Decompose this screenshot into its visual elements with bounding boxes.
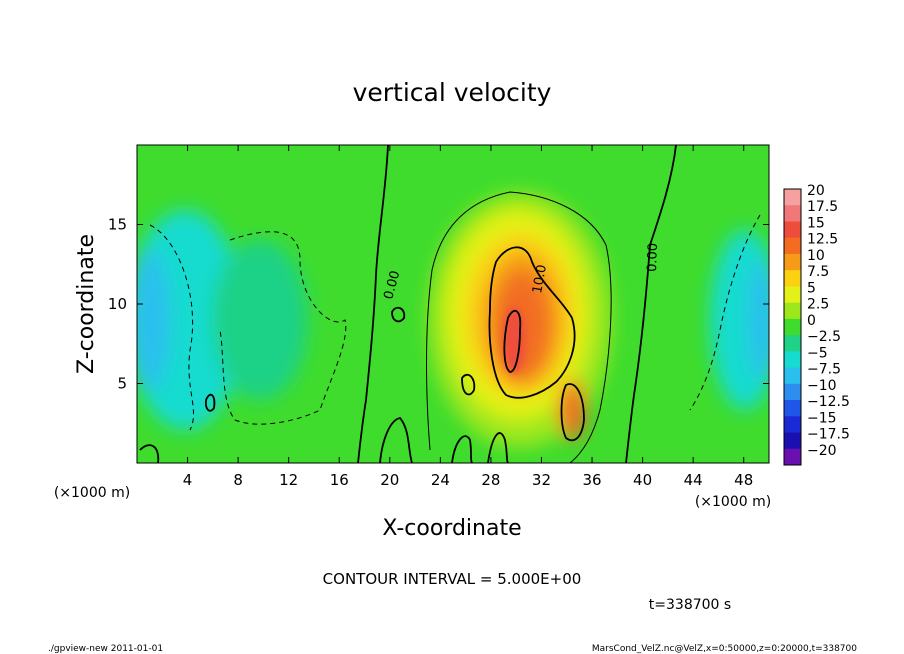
contour-zero-blob-a (391, 306, 406, 323)
contour-ten-lobe (560, 383, 585, 442)
colorbar-label: −2.5 (807, 329, 841, 345)
colorbar-label: −5 (807, 345, 828, 361)
colorbar-label: −17.5 (807, 427, 850, 443)
chart-title: vertical velocity (353, 78, 552, 107)
colorbar-label: −12.5 (807, 394, 850, 410)
x-tick-label: 8 (233, 471, 243, 489)
y-unit-label: (×1000 m) (54, 485, 130, 501)
colorbar-label: 17.5 (807, 199, 838, 215)
x-tick-label: 20 (380, 471, 399, 489)
contour-label-zero-right: 0.00 (645, 243, 661, 272)
contour-zero-bottom (139, 417, 509, 463)
time-label: t=338700 s (649, 597, 731, 613)
contour-zero-blob-b (204, 393, 216, 412)
colorbar-swatch (784, 270, 801, 287)
updraft-lower-lobe (558, 380, 586, 440)
contour-ten (488, 246, 576, 399)
contour-neg-right (689, 214, 761, 411)
x-tick-label: 48 (734, 471, 753, 489)
x-tick-label: 16 (330, 471, 349, 489)
x-axis-ticks: 4 8 12 16 20 24 28 32 36 40 44 48 (183, 145, 753, 489)
x-tick-label: 4 (183, 471, 193, 489)
x-tick-label: 24 (431, 471, 450, 489)
contour-zero-right (625, 145, 677, 463)
downdraft-right-core (748, 260, 769, 380)
colorbar-label: −7.5 (807, 362, 841, 378)
colorbar-swatch (784, 351, 801, 369)
colorbar-label: 15 (807, 215, 825, 231)
x-tick-label: 32 (532, 471, 551, 489)
y-axis-label: Z-coordinate (74, 234, 99, 374)
contour-fifteen (503, 309, 522, 373)
y-tick-label: 15 (108, 216, 127, 234)
downdraft-left-core (137, 250, 170, 390)
colorbar-label: 0 (807, 313, 816, 329)
colorbar-label: 10 (807, 248, 825, 264)
colorbar-label: 7.5 (807, 264, 829, 280)
colorbar-label: −15 (807, 410, 837, 426)
colorbar-swatch (784, 400, 801, 417)
colorbar-swatch (784, 335, 801, 352)
colorbar-swatch (784, 302, 801, 320)
colorbar-swatch (784, 448, 801, 466)
downdraft-left-mid (212, 240, 308, 400)
x-tick-label: 40 (633, 471, 652, 489)
x-tick-label: 36 (582, 471, 601, 489)
colorbar-label: 2.5 (807, 297, 829, 313)
x-tick-label: 28 (481, 471, 500, 489)
colorbar-swatch (784, 253, 801, 271)
contour-five (426, 191, 612, 463)
x-tick-label: 44 (684, 471, 703, 489)
contour-label-zero-left: 0.00 (381, 269, 403, 301)
colorbar-swatch (784, 367, 801, 385)
footer-left: ./gpview-new 2011-01-01 (48, 644, 163, 654)
colorbar-swatch (784, 286, 801, 304)
colorbar-swatch (784, 205, 801, 222)
downdraft-regions (137, 210, 769, 430)
x-unit-label: (×1000 m) (695, 494, 771, 510)
contour-ten-small (461, 373, 476, 396)
colorbar-label: −10 (807, 378, 837, 394)
colorbar-swatch (784, 221, 801, 239)
colorbar-label: −20 (807, 443, 837, 459)
colorbar-label: 12.5 (807, 232, 838, 248)
contour-neg-left (149, 224, 347, 431)
contour-lines (139, 145, 761, 463)
plot-area: 0.00 0.00 10.0 (137, 145, 769, 463)
colorbar-swatch (784, 318, 801, 336)
colorbar-swatch (784, 383, 801, 401)
colorbar-label: 5 (807, 280, 816, 296)
colorbar-frame (783, 188, 802, 466)
colorbar-label: 20 (807, 183, 825, 199)
x-axis-label: X-coordinate (382, 516, 521, 541)
y-tick-label: 10 (108, 295, 127, 313)
x-tick-label: 12 (279, 471, 298, 489)
colorbar-swatch (784, 416, 801, 434)
footer-right: MarsCond_VelZ.nc@VelZ,x=0:50000,z=0:2000… (592, 644, 857, 654)
contour-interval-label: CONTOUR INTERVAL = 5.000E+00 (323, 570, 582, 588)
downdraft-left (137, 210, 243, 430)
colorbar-swatch (784, 432, 801, 450)
y-tick-label: 5 (117, 375, 127, 393)
colorbar-swatch (784, 189, 801, 206)
contour-zero-left (357, 145, 389, 463)
y-axis-ticks: 5 10 15 (108, 216, 769, 393)
colorbar: 2017.51512.5107.552.50−2.5−5−7.5−10−12.5… (783, 183, 850, 466)
colorbar-swatch (784, 237, 801, 255)
contour-label-ten: 10.0 (530, 264, 550, 295)
